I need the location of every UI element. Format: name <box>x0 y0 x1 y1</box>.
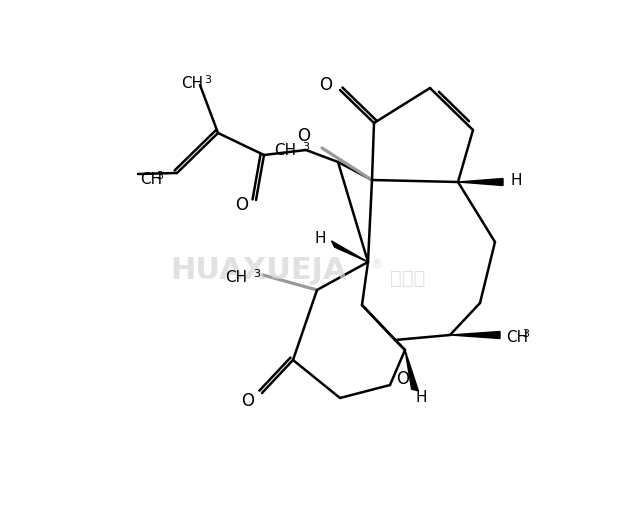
Text: 化学品: 化学品 <box>390 268 425 287</box>
Polygon shape <box>331 241 368 262</box>
Text: O: O <box>298 127 310 145</box>
Text: 3: 3 <box>253 269 260 279</box>
Text: CH: CH <box>181 76 203 91</box>
Text: CH: CH <box>506 329 528 344</box>
Text: O: O <box>236 196 248 214</box>
Text: CH: CH <box>274 142 296 157</box>
Text: CH: CH <box>140 171 162 186</box>
Polygon shape <box>405 350 418 391</box>
Text: 3: 3 <box>522 329 529 339</box>
Text: O: O <box>396 370 409 388</box>
Text: H: H <box>314 231 325 246</box>
Text: CH: CH <box>225 269 247 284</box>
Text: 3: 3 <box>205 75 212 85</box>
Polygon shape <box>450 332 500 338</box>
Text: 3: 3 <box>302 142 309 152</box>
Text: O: O <box>320 76 332 94</box>
Text: H: H <box>415 391 427 406</box>
Text: H: H <box>510 172 521 188</box>
Text: O: O <box>241 392 255 410</box>
Polygon shape <box>458 179 503 185</box>
Text: ®: ® <box>370 258 382 271</box>
Text: HUAXUEJA: HUAXUEJA <box>170 255 346 284</box>
Text: 3: 3 <box>156 171 163 181</box>
